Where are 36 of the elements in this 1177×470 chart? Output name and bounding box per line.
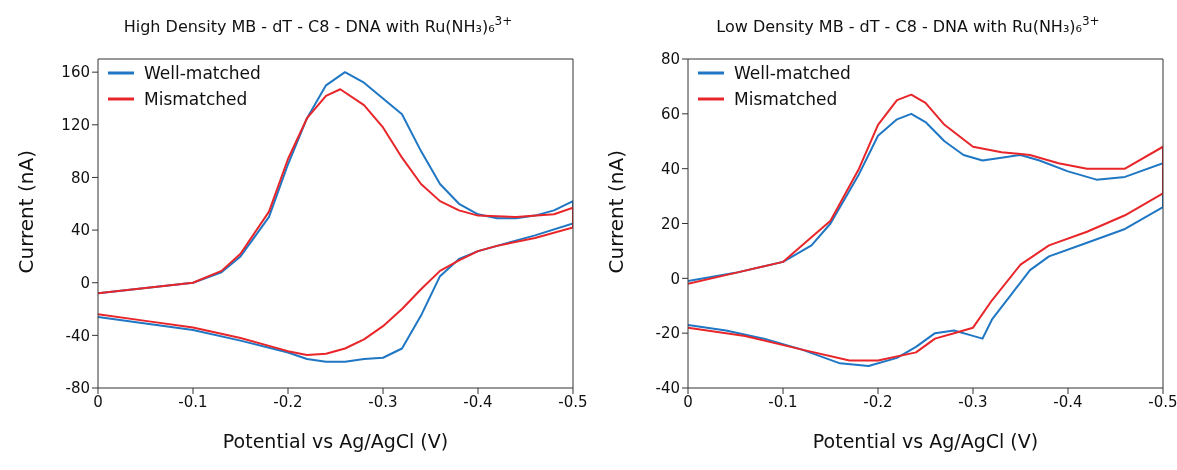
legend-label: Well-matched [144,62,261,85]
legend-label: Mismatched [734,88,838,111]
y-tick-label: 40 [660,159,680,178]
y-tick-label: 0 [80,274,90,293]
y-tick-label: -40 [65,326,90,345]
y-tick-label: 20 [660,214,680,233]
x-tick-label: -0.3 [958,392,988,411]
y-tick-label: 40 [70,221,90,240]
x-tick-label: -0.5 [1148,392,1177,411]
chart-title: Low Density MB - dT - C8 - DNA with Ru(NH₃)₆$^{3+}$ [716,14,1100,36]
y-tick-label: 160 [61,63,90,82]
y-tick-label: -80 [65,379,90,398]
x-tick-label: -0.1 [178,392,208,411]
y-axis-title: Current (nA) [14,150,39,274]
legend-label: Well-matched [734,62,851,85]
x-tick-label: -0.2 [863,392,893,411]
chart-title: High Density MB - dT - C8 - DNA with Ru(NH₃)₆$^{3+}$ [123,14,513,36]
x-axis-title: Potential vs Ag/AgCl (V) [222,430,449,452]
y-tick-label: 80 [660,50,680,69]
x-tick-label: 0 [93,392,103,411]
x-tick-label: -0.4 [463,392,493,411]
y-tick-label: 60 [660,105,680,124]
legend-label: Mismatched [144,88,248,111]
y-tick-label: -40 [655,379,680,398]
y-tick-label: 80 [70,168,90,187]
x-tick-label: -0.1 [768,392,798,411]
x-tick-label: -0.3 [368,392,398,411]
x-tick-label: 0 [683,392,693,411]
y-tick-label: -20 [655,324,680,343]
x-tick-label: -0.5 [558,392,588,411]
x-tick-label: -0.4 [1053,392,1083,411]
x-tick-label: -0.2 [273,392,303,411]
y-tick-label: 120 [61,116,90,135]
y-axis-title: Current (nA) [604,150,629,274]
y-tick-label: 0 [670,269,680,288]
x-axis-title: Potential vs Ag/AgCl (V) [812,430,1039,452]
